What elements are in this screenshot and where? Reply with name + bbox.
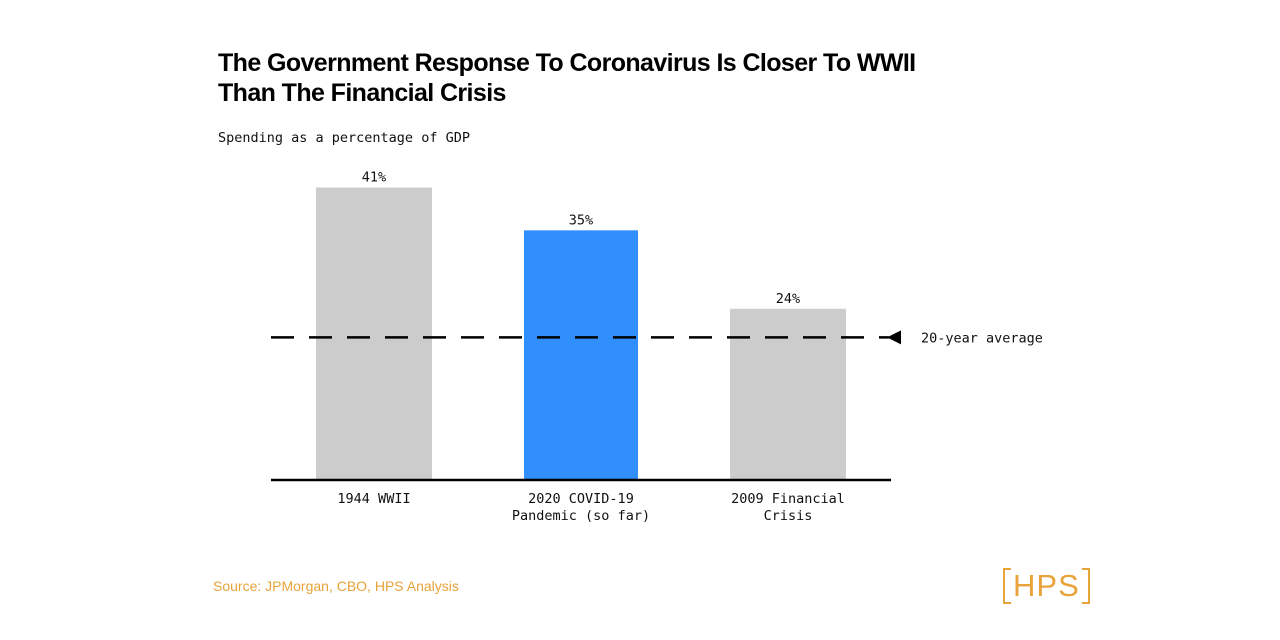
bar-3: [730, 308, 846, 480]
category-label-1: 1944 WWII: [337, 491, 410, 507]
source-note: Source: JPMorgan, CBO, HPS Analysis: [213, 578, 459, 594]
logo-right-bracket: [1081, 568, 1090, 604]
bar-value-label-1: 41%: [362, 170, 386, 186]
chart-subtitle: Spending as a percentage of GDP: [218, 130, 470, 146]
reference-arrow-icon: [887, 330, 901, 345]
bar-value-label-2: 35%: [569, 212, 593, 228]
category-label-2: 2020 COVID-19 Pandemic (so far): [512, 491, 650, 524]
bar-value-label-3: 24%: [776, 291, 800, 307]
bar-1: [316, 187, 432, 481]
chart-title: The Government Response To Coronavirus I…: [218, 49, 916, 107]
hps-logo: HPS: [1003, 566, 1090, 606]
bar-2: [524, 230, 638, 480]
category-label-3: 2009 Financial Crisis: [731, 491, 845, 524]
logo-left-bracket: [1003, 568, 1011, 604]
logo-text: HPS: [1013, 568, 1080, 603]
reference-line-label: 20-year average: [921, 330, 1043, 346]
